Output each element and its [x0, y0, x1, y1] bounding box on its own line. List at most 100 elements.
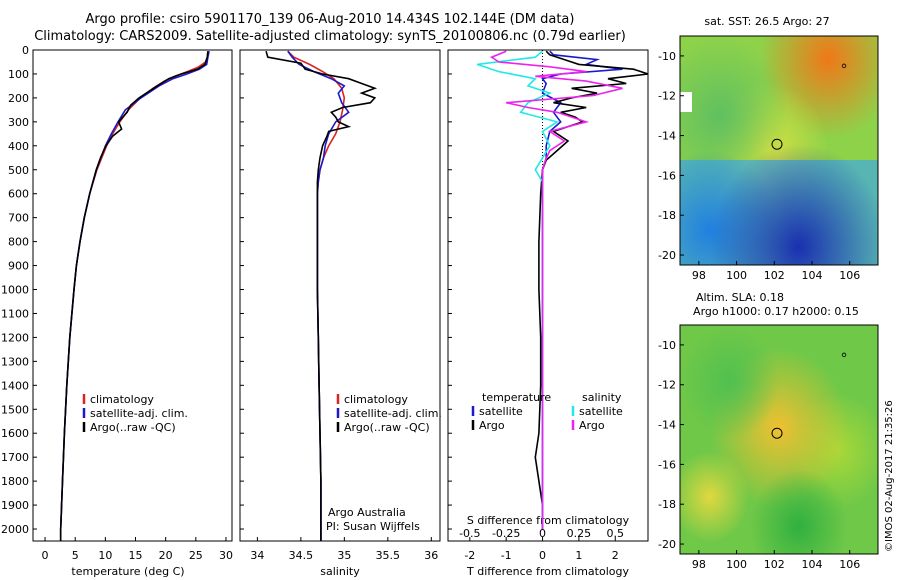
imos-stamp: ©IMOS 02-Aug-2017 21:35:26 [884, 400, 895, 552]
salinity-legend-label: Argo(..raw -QC) [344, 421, 430, 434]
sst-map [679, 35, 879, 266]
sdiff-legend-label: satellite [579, 405, 623, 418]
depth-tick-label: 1000 [1, 284, 29, 297]
temperature-tick-label: 0 [42, 549, 49, 562]
sla_map-lat-label: -18 [658, 498, 676, 511]
salinity-panel: 34 34.5 35 35.5 36 salinity climatologysatelli… [239, 49, 442, 578]
sla_map-lat-label: -10 [658, 339, 676, 352]
sla_map-island-marker [841, 352, 847, 358]
salinity-line-2 [265, 50, 378, 541]
depth-tick-label: 400 [8, 140, 29, 153]
sst-deep-blue-patch [680, 36, 878, 265]
sdiff-tick-label: -0.5 [459, 527, 480, 540]
depth-tick-label: 200 [8, 92, 29, 105]
salinity-tick-label: 35 [337, 549, 351, 562]
sst_map-title-0: sat. SST: 26.5 Argo: 27 [704, 15, 829, 28]
pi-label: PI: Susan Wijffels [326, 520, 420, 533]
temperature-xlabel: temperature (deg C) [71, 565, 184, 578]
salinity-tick-label: 35.5 [376, 549, 401, 562]
tdiff-legend-title: temperature [482, 391, 551, 404]
sst_map-lat-label: -20 [658, 249, 676, 262]
sla_map-title-0: Altim. SLA: 0.18 [696, 291, 784, 304]
difference-line-1 [534, 50, 648, 529]
depth-tick-label: 500 [8, 164, 29, 177]
temperature-frame [32, 49, 233, 542]
depth-tick-label: 600 [8, 188, 29, 201]
sdiff-tick-label: 0.25 [567, 527, 592, 540]
sdiff-legend-label: Argo [579, 419, 605, 432]
depth-tick-label: 800 [8, 236, 29, 249]
depth-tick-label: 300 [8, 116, 29, 129]
sla_map-lon-label: 100 [726, 558, 747, 571]
sst_map-lat-label: -12 [658, 90, 676, 103]
sla-map-frame [679, 324, 879, 555]
sla-green-patch-2 [680, 325, 878, 554]
temperature-tick-label: 15 [129, 549, 143, 562]
sla_map-lat-label: -14 [658, 419, 676, 432]
figure-title-line2: Climatology: CARS2009. Satellite-adjuste… [34, 29, 626, 44]
sla-map [679, 324, 879, 555]
salinity-legend-label: climatology [344, 393, 408, 406]
sst_map-lat-label: -10 [658, 50, 676, 63]
sla_map-float-marker [771, 427, 783, 439]
sla_map-lat-label: -12 [658, 379, 676, 392]
depth-tick-label: 1400 [1, 379, 29, 392]
sdiff-tick-label: 0 [539, 527, 546, 540]
temperature-line-1 [59, 51, 210, 541]
depth-tick-label: 900 [8, 260, 29, 273]
depth-tick-label: 1700 [1, 451, 29, 464]
temperature-legend-label: satellite-adj. clim. [90, 407, 188, 420]
temperature-tick-label: 25 [189, 549, 203, 562]
temperature-panel: 0100200300400500600700800900100011001200… [1, 44, 233, 578]
tdiff-tick-label: 0 [539, 549, 546, 562]
temperature-legend-label: Argo(..raw -QC) [90, 421, 176, 434]
sst-land-gap [680, 92, 692, 112]
sst-map-axes: sat. SST: 26.5 Argo: 27 98 100 102 104 106 -10… [658, 15, 860, 282]
temperature-tick-label: 20 [159, 549, 173, 562]
depth-tick-label: 1600 [1, 427, 29, 440]
sst_map-lat-label: -16 [658, 169, 676, 182]
depth-tick-label: 0 [22, 44, 29, 57]
difference-frame [447, 49, 649, 542]
difference-panel: -2 -1 0 1 2 -0.5 -0.25 0 0.25 0.5S difference fro… [447, 49, 649, 578]
depth-tick-label: 1200 [1, 331, 29, 344]
sla_map-lat-label: -16 [658, 458, 676, 471]
salinity-tick-label: 34 [250, 549, 264, 562]
sla_map-lat-label: -20 [658, 538, 676, 551]
depth-tick-label: 1100 [1, 307, 29, 320]
sst-map-frame [679, 35, 879, 266]
temperature-tick-label: 30 [219, 549, 233, 562]
depth-tick-label: 1900 [1, 499, 29, 512]
depth-tick-label: 2000 [1, 523, 29, 536]
salinity-legend-label: satellite-adj. clim. [344, 407, 442, 420]
sst_map-lat-label: -18 [658, 209, 676, 222]
depth-tick-label: 700 [8, 212, 29, 225]
sst_map-lon-label: 104 [802, 269, 823, 282]
temperature-legend-label: climatology [90, 393, 154, 406]
salinity-xlabel: salinity [320, 565, 360, 578]
figure-title-line1: Argo profile: csiro 5901170_139 06-Aug-2… [85, 12, 575, 27]
salinity-tick-label: 34.5 [289, 549, 314, 562]
sla_map-lon-label: 104 [802, 558, 823, 571]
sla_map-title-1: Argo h1000: 0.17 h2000: 0.15 [693, 305, 859, 318]
depth-tick-label: 1800 [1, 475, 29, 488]
tdiff-legend-label: Argo [479, 419, 505, 432]
depth-tick-label: 100 [8, 68, 29, 81]
argo-australia-label: Argo Australia [328, 506, 406, 519]
salinity-line-0 [287, 50, 346, 541]
depth-tick-label: 1500 [1, 403, 29, 416]
sst_map-lat-label: -14 [658, 130, 676, 143]
temperature-tick-label: 5 [72, 549, 79, 562]
sst_map-lon-label: 106 [839, 269, 860, 282]
sdiff-xlabel: S difference from climatology [467, 514, 630, 527]
sla_map-lon-label: 102 [764, 558, 785, 571]
tdiff-tick-label: 2 [612, 549, 619, 562]
sst_map-lon-label: 98 [692, 269, 706, 282]
tdiff-tick-label: -1 [501, 549, 512, 562]
sla_map-lon-label: 98 [692, 558, 706, 571]
salinity-tick-label: 36 [424, 549, 438, 562]
sdiff-tick-label: 0.5 [607, 527, 625, 540]
tdiff-xlabel: T difference from climatology [466, 565, 629, 578]
